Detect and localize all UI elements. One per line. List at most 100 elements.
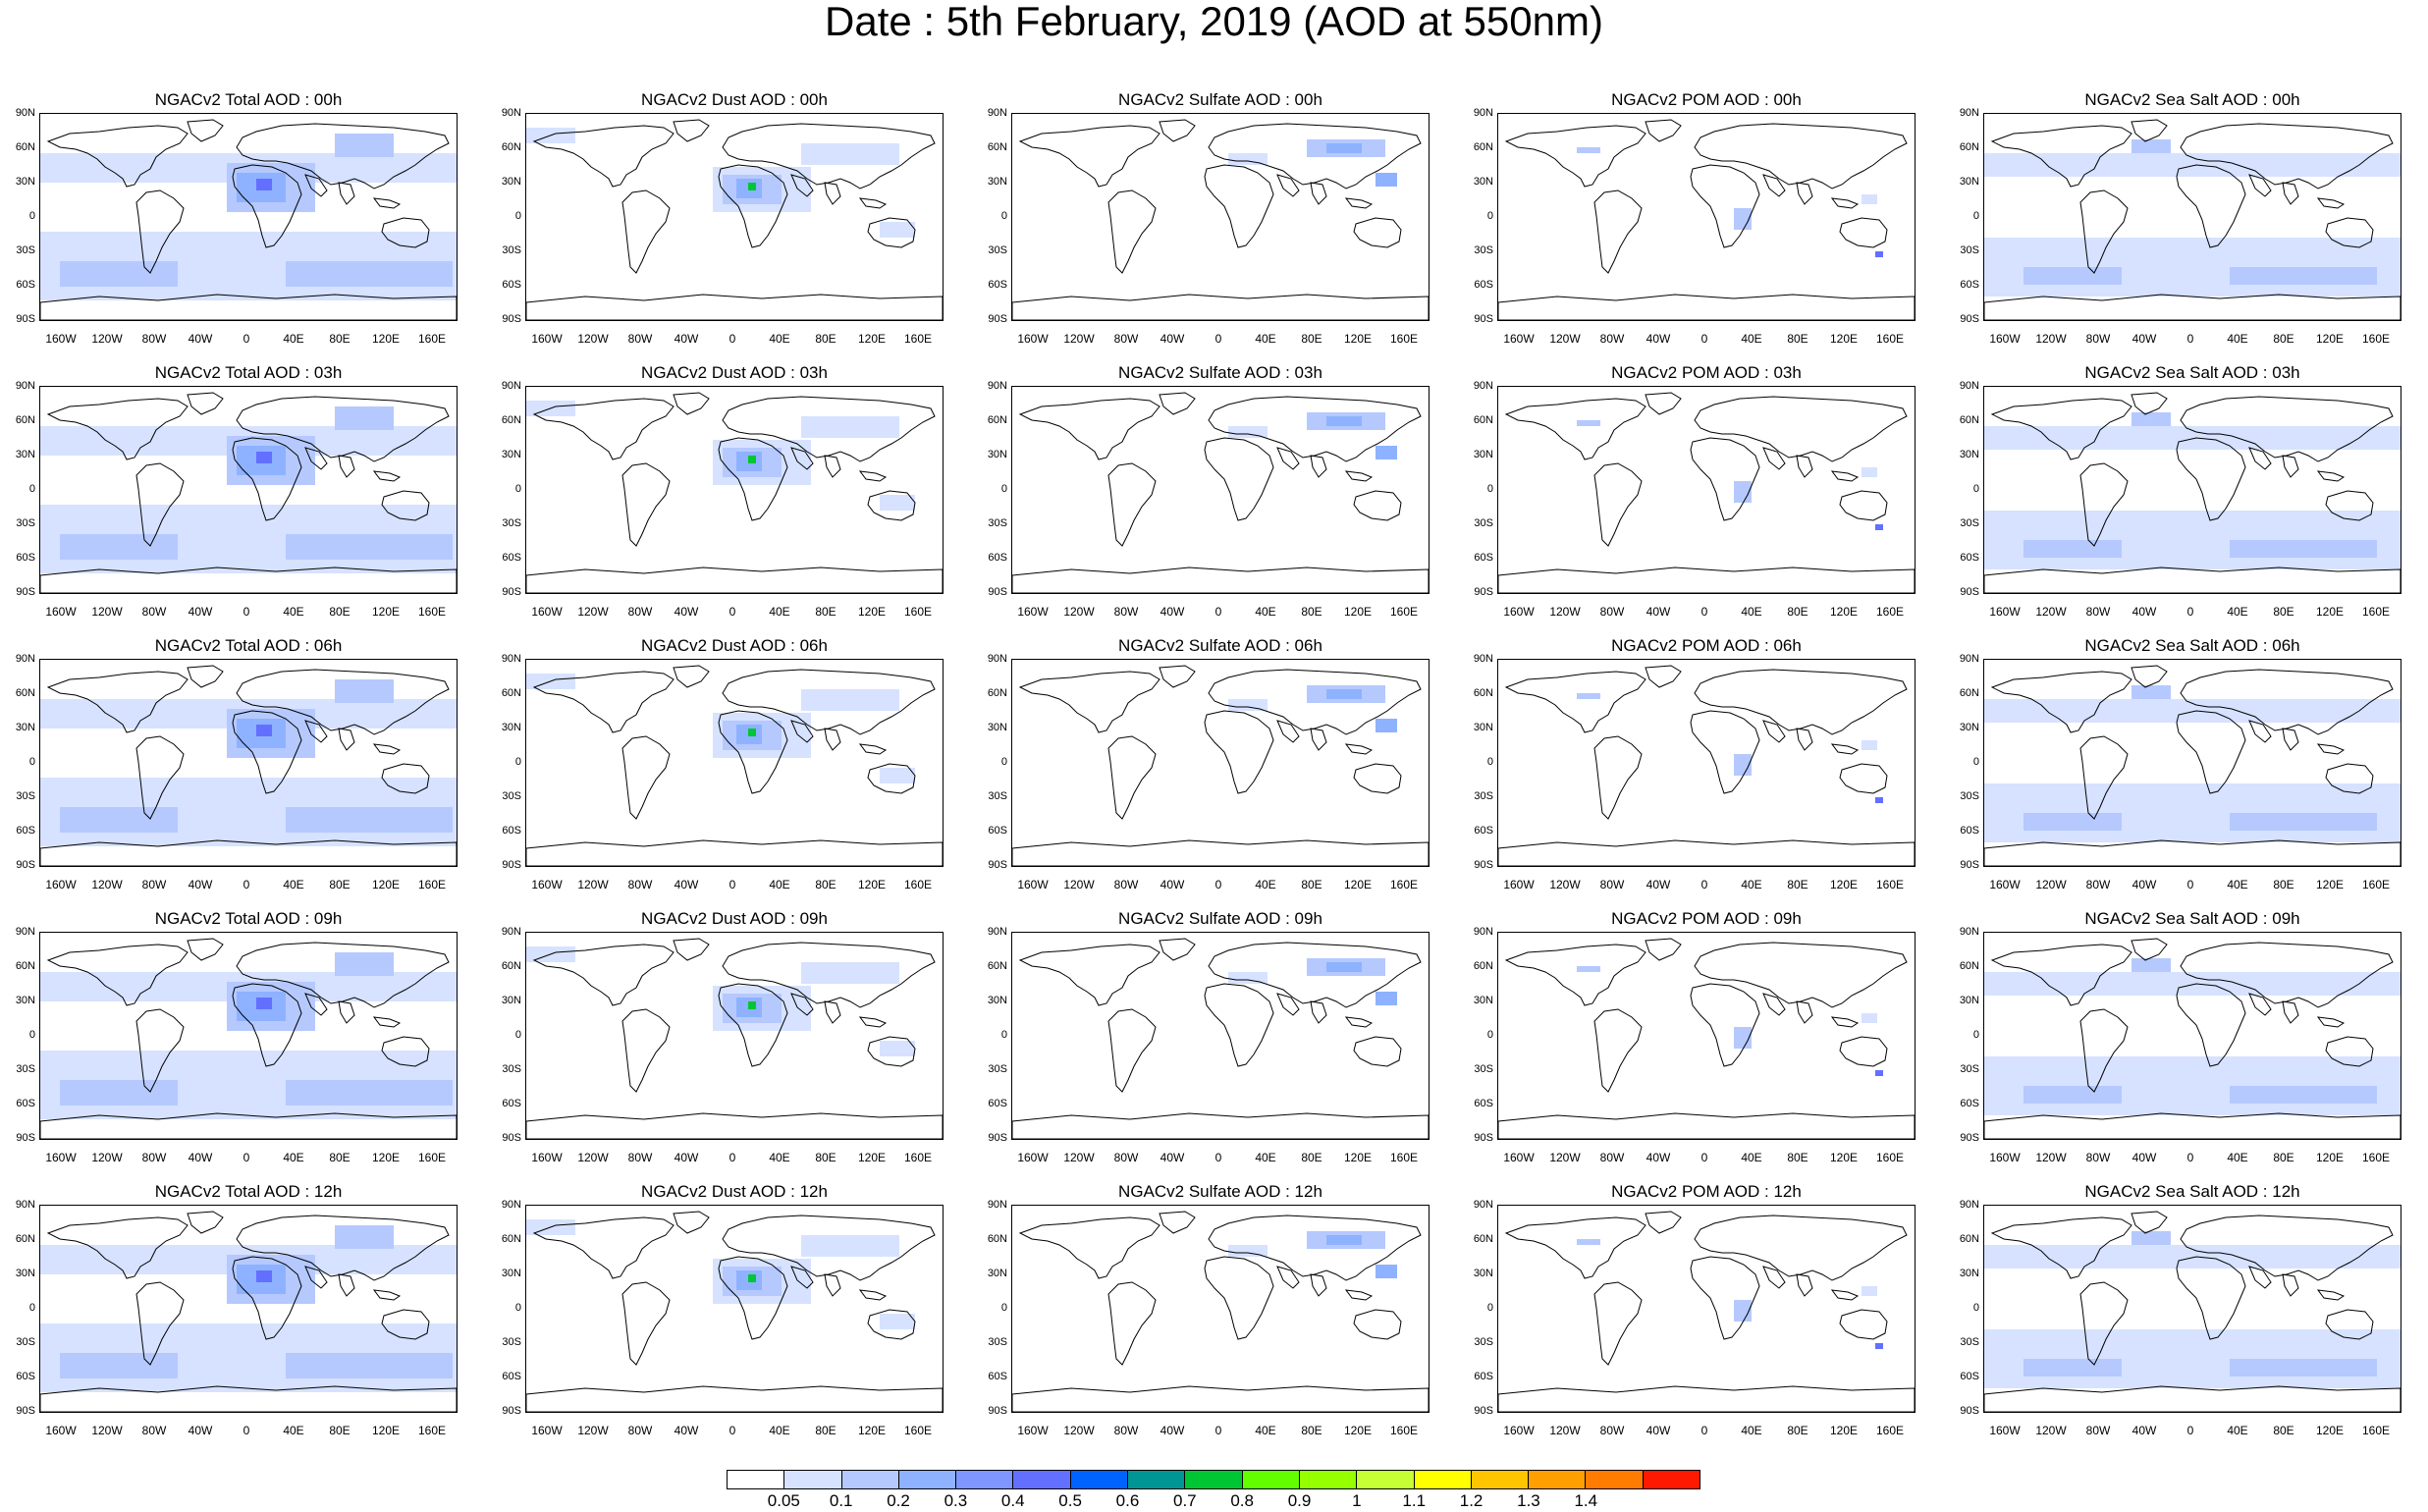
longitude-tick-label: 120E [1829, 1424, 1859, 1437]
colorbar-tick-label: 0.6 [1115, 1491, 1140, 1510]
latitude-tick-label: 60S [502, 1371, 521, 1382]
aod-patch [335, 1225, 394, 1249]
world-map [1497, 932, 1915, 1140]
latitude-tick-label: 0 [1486, 1302, 1493, 1314]
longitude-tick-label: 0 [728, 332, 736, 346]
longitude-tick-label: 80W [627, 878, 653, 891]
latitude-tick-label: 90S [988, 1405, 1007, 1417]
latitude-tick-label: 90N [501, 653, 521, 665]
longitude-tick-label: 120E [371, 605, 401, 619]
aod-patch [2230, 813, 2377, 831]
colorbar-tick-label: 0.5 [1058, 1491, 1082, 1510]
panel-title: NGACv2 Sea Salt AOD : 09h [2084, 909, 2300, 928]
aod-field [1012, 1211, 1429, 1412]
aod-patch [1577, 966, 1600, 972]
latitude-tick-label: 0 [28, 1029, 35, 1041]
latitude-tick-label: 60S [1474, 279, 1493, 291]
page-title: Date : 5th February, 2019 (AOD at 550nm) [825, 0, 1603, 44]
latitude-tick-label: 30S [502, 244, 521, 256]
aod-patch [286, 807, 453, 833]
longitude-tick-label: 80W [1599, 1151, 1625, 1164]
longitude-tick-label: 120W [91, 878, 123, 891]
latitude-tick-label: 90N [1473, 1199, 1493, 1211]
latitude-tick-label: 30N [15, 1268, 35, 1279]
panel-title: NGACv2 Dust AOD : 12h [641, 1182, 828, 1201]
longitude-tick-label: 160W [1503, 332, 1535, 346]
latitude-tick-label: 60N [1473, 960, 1493, 972]
latitude-tick-label: 60N [15, 1233, 35, 1245]
latitude-tick-label: 60S [16, 1098, 35, 1109]
aod-patch [1577, 147, 1600, 153]
longitude-tick-label: 120E [2315, 332, 2345, 346]
latitude-tick-label: 90S [988, 859, 1007, 871]
longitude-tick-label: 80E [329, 332, 351, 346]
aod-patch [748, 1274, 756, 1282]
latitude-tick-label: 90S [16, 859, 35, 871]
latitude-tick-label: 0 [514, 1302, 521, 1314]
longitude-tick-label: 40W [1646, 1151, 1671, 1164]
latitude-tick-label: 0 [1000, 1302, 1007, 1314]
aod-field [1984, 392, 2401, 593]
longitude-tick-label: 80W [2085, 332, 2111, 346]
longitude-tick-label: 120E [857, 332, 887, 346]
coastlines [1498, 119, 1915, 320]
longitude-tick-label: 80W [627, 1424, 653, 1437]
latitude-tick-label: 0 [1000, 1029, 1007, 1041]
map-panel-sea-salt-aod-2: NGACv2 Sea Salt AOD : 06h 90N 60N 30N 0 30S 60… [1944, 636, 2428, 901]
longitude-tick-label: 120W [1063, 1151, 1095, 1164]
longitude-tick-label: 80W [1113, 1151, 1139, 1164]
longitude-tick-label: 40W [1646, 605, 1671, 619]
aod-patch [2023, 1086, 2122, 1104]
longitude-tick-label: 0 [728, 878, 736, 891]
aod-patch [256, 1270, 272, 1282]
latitude-tick-label: 30S [16, 1336, 35, 1348]
longitude-tick-label: 160W [1017, 878, 1049, 891]
aod-field [526, 119, 943, 320]
colorbar-tick-label: 0.9 [1287, 1491, 1312, 1510]
longitude-tick-label: 40E [1741, 332, 1762, 346]
longitude-tick-label: 160W [531, 878, 563, 891]
longitude-tick-label: 40W [674, 332, 699, 346]
aod-patch [60, 1080, 178, 1106]
colorbar-tick-label: 0.05 [767, 1491, 800, 1510]
latitude-tick-label: 90N [501, 380, 521, 392]
longitude-tick-label: 120W [2035, 878, 2067, 891]
latitude-tick-label: 90S [16, 313, 35, 325]
latitude-tick-label: 0 [28, 210, 35, 222]
latitude-tick-label: 30N [1959, 995, 1979, 1006]
longitude-tick-label: 120E [371, 878, 401, 891]
longitude-tick-label: 160E [417, 605, 447, 619]
latitude-tick-label: 90S [1960, 1132, 1979, 1144]
aod-patch [1376, 446, 1397, 459]
aod-patch [286, 1080, 453, 1106]
longitude-tick-label: 160W [531, 1424, 563, 1437]
longitude-tick-label: 160W [1989, 605, 2021, 619]
longitude-tick-label: 80W [627, 332, 653, 346]
longitude-tick-label: 160E [1389, 1151, 1419, 1164]
map-panel-total-aod-1: NGACv2 Total AOD : 03h 90N 60N 30N 0 30S 60S 90… [0, 363, 491, 628]
colorbar-swatch [1586, 1471, 1644, 1488]
latitude-tick-label: 60N [15, 687, 35, 699]
latitude-tick-label: 90N [987, 653, 1007, 665]
latitude-tick-label: 90S [1960, 313, 1979, 325]
world-map [1011, 113, 1430, 321]
aod-patch [2230, 540, 2377, 558]
aod-patch [1228, 1245, 1268, 1257]
longitude-tick-label: 40E [2227, 332, 2248, 346]
aod-field [1498, 938, 1915, 1139]
latitude-tick-label: 30S [1474, 1063, 1493, 1075]
latitude-tick-label: 30S [1474, 790, 1493, 802]
aod-patch [801, 416, 899, 438]
latitude-tick-label: 60N [15, 960, 35, 972]
longitude-tick-label: 160W [531, 605, 563, 619]
latitude-tick-label: 60N [501, 414, 521, 426]
longitude-tick-label: 0 [1700, 605, 1708, 619]
latitude-tick-label: 30N [501, 722, 521, 733]
aod-patch [880, 768, 915, 783]
longitude-tick-label: 80E [2273, 878, 2294, 891]
longitude-tick-label: 80W [2085, 605, 2111, 619]
latitude-tick-label: 60S [1960, 825, 1979, 837]
aod-field [1498, 119, 1915, 320]
world-map [1983, 113, 2401, 321]
aod-patch [1376, 719, 1397, 732]
